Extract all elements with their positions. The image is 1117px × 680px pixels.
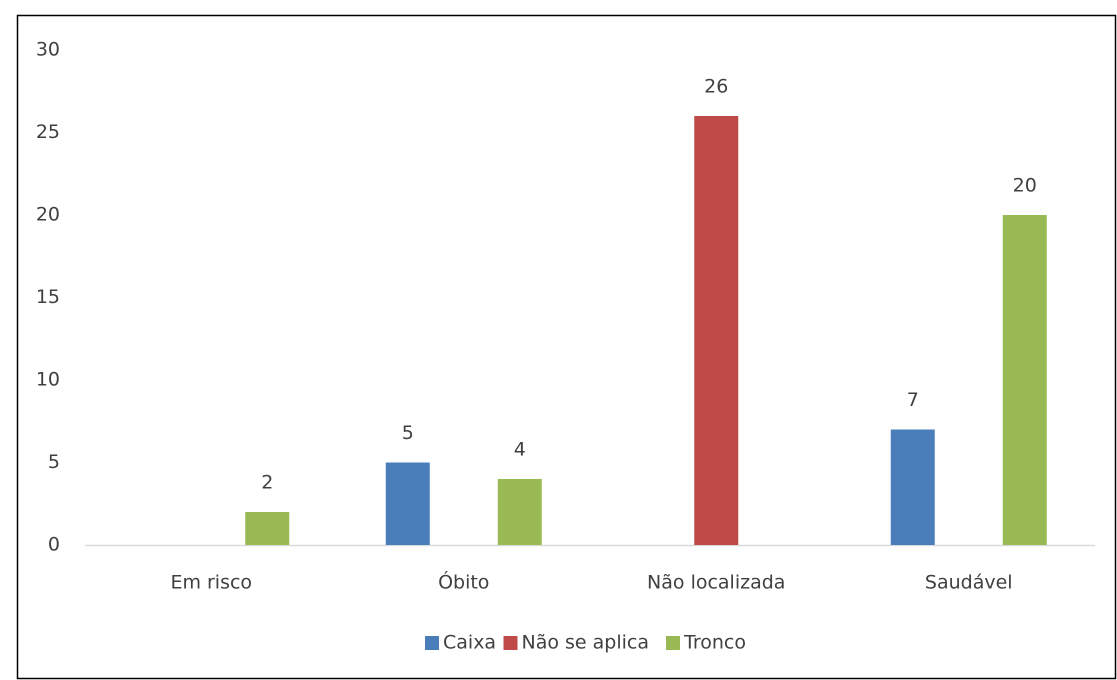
data-label: 7 — [907, 389, 919, 411]
legend-label: Caixa — [443, 632, 496, 654]
legend-swatch — [503, 636, 518, 650]
x-tick-label: Óbito — [438, 570, 489, 594]
bar — [694, 116, 739, 545]
legend-swatch — [425, 636, 439, 650]
bar — [1002, 215, 1047, 545]
data-label: 20 — [1013, 175, 1037, 197]
legend-label: Não se aplica — [522, 632, 650, 654]
bar — [890, 429, 935, 545]
bar — [497, 479, 542, 545]
legend-swatch — [666, 636, 680, 650]
x-tick-label: Em risco — [170, 572, 252, 594]
data-label: 26 — [704, 76, 728, 98]
y-tick-label: 10 — [36, 369, 60, 391]
bar — [245, 512, 290, 545]
legend-label: Tronco — [683, 632, 746, 654]
y-tick-label: 5 — [48, 451, 60, 473]
x-tick-label: Saudável — [925, 572, 1013, 594]
y-tick-label: 0 — [48, 534, 60, 556]
y-tick-label: 30 — [36, 39, 60, 61]
data-label: 2 — [261, 472, 273, 494]
y-tick-label: 20 — [36, 204, 60, 226]
y-tick-label: 15 — [36, 286, 60, 308]
y-tick-label: 25 — [36, 121, 60, 143]
bar — [385, 462, 430, 545]
data-label: 5 — [402, 422, 414, 444]
x-tick-label: Não localizada — [647, 572, 785, 594]
data-label: 4 — [514, 439, 526, 461]
chart-frame — [16, 14, 1117, 680]
